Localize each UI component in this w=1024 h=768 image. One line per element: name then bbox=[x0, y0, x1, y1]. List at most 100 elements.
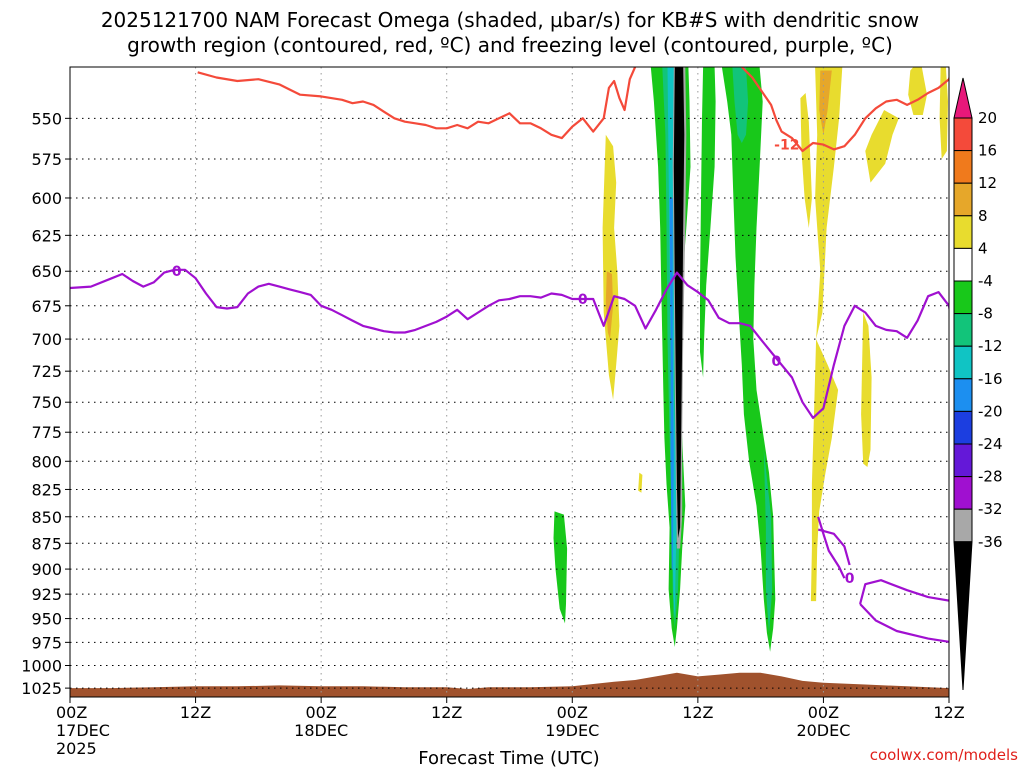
y-tick-label: 800 bbox=[31, 452, 62, 471]
x-tick-label: 2025 bbox=[56, 739, 97, 758]
contour-line-0-4 bbox=[859, 603, 949, 643]
omega-region-6 bbox=[865, 110, 899, 183]
y-axis: 550 575 600 625 650 675 700 725 750 775 800 825 850 8… bbox=[21, 109, 70, 698]
omega-shading bbox=[553, 67, 948, 652]
colorbar-bin bbox=[953, 476, 973, 510]
colorbar-label: 4 bbox=[978, 239, 988, 257]
colorbar-bin bbox=[953, 345, 973, 380]
y-tick-label: 675 bbox=[31, 297, 62, 316]
omega-region-18 bbox=[669, 198, 674, 570]
contour-line-1-0 bbox=[197, 67, 637, 140]
colorbar-label: -8 bbox=[978, 305, 993, 323]
colorbar-label: 16 bbox=[978, 142, 997, 160]
x-tick-label: 00Z bbox=[808, 703, 839, 722]
omega-region-10 bbox=[553, 511, 568, 624]
omega-region-20 bbox=[673, 67, 685, 539]
colorbar-bottom-arrow bbox=[953, 541, 973, 691]
colorbar-bin bbox=[953, 247, 973, 282]
colorbar-bin bbox=[953, 443, 973, 478]
contour-label-0-2: 0 bbox=[771, 354, 781, 370]
omega-region-13 bbox=[721, 67, 776, 652]
y-tick-label: 850 bbox=[31, 508, 62, 527]
colorbar-bin bbox=[953, 313, 973, 347]
colorbar-label: 8 bbox=[978, 207, 988, 225]
colorbar-bin bbox=[953, 150, 973, 184]
contour-line-1-1 bbox=[741, 67, 949, 153]
y-tick-label: 575 bbox=[31, 150, 62, 169]
y-tick-label: 1000 bbox=[21, 657, 62, 676]
credit-text[interactable]: coolwx.com/models bbox=[870, 746, 1018, 764]
y-tick-label: 650 bbox=[31, 262, 62, 281]
y-tick-label: 750 bbox=[31, 393, 62, 412]
y-tick-label: 725 bbox=[31, 362, 62, 381]
x-tick-label: 18DEC bbox=[294, 721, 348, 740]
x-tick-label: 00Z bbox=[56, 703, 87, 722]
y-tick-label: 550 bbox=[31, 109, 62, 128]
colorbar-label: -32 bbox=[978, 500, 1003, 518]
x-tick-label: 17DEC bbox=[56, 721, 110, 740]
colorbar-bin bbox=[953, 280, 973, 315]
x-tick-label: 12Z bbox=[682, 703, 713, 722]
contour-label-1-0: -12 bbox=[774, 138, 799, 154]
y-tick-label: 925 bbox=[31, 585, 62, 604]
omega-region-7 bbox=[908, 67, 927, 115]
contour-line-0-0 bbox=[70, 268, 949, 419]
x-tick-label: 00Z bbox=[557, 703, 588, 722]
y-tick-label: 975 bbox=[31, 633, 62, 652]
y-tick-label: 875 bbox=[31, 534, 62, 553]
x-tick-label: 12Z bbox=[933, 703, 964, 722]
y-tick-label: 775 bbox=[31, 423, 62, 442]
x-tick-label: 12Z bbox=[431, 703, 462, 722]
colorbar-label: -36 bbox=[978, 533, 1003, 551]
contour-label-0-3: 0 bbox=[845, 571, 855, 587]
x-tick-label: 19DEC bbox=[545, 721, 599, 740]
omega-region-5 bbox=[819, 70, 832, 135]
colorbar-bin bbox=[953, 215, 973, 249]
chart-title-line-1: 2025121700 NAM Forecast Omega (shaded, µ… bbox=[101, 8, 919, 32]
omega-region-3 bbox=[800, 93, 812, 228]
colorbar-bin bbox=[953, 182, 973, 217]
omega-region-9 bbox=[939, 67, 948, 159]
y-tick-label: 950 bbox=[31, 610, 62, 629]
omega-region-8 bbox=[861, 312, 872, 467]
terrain-layer bbox=[70, 672, 949, 697]
colorbar: 20 16 12 8 4 -4 -8 -12 -16 -20 -24 -28 -32 -36 bbox=[953, 77, 1003, 691]
colorbar-bin bbox=[953, 117, 973, 152]
omega-region-2 bbox=[638, 472, 643, 493]
contour-line-0-2 bbox=[817, 528, 851, 566]
y-tick-label: 700 bbox=[31, 330, 62, 349]
contour-layer: 0 0 0 0 -12 bbox=[70, 67, 949, 643]
terrain-fill bbox=[70, 672, 949, 697]
colorbar-bin bbox=[953, 378, 973, 412]
colorbar-bin bbox=[953, 508, 973, 543]
colorbar-top-arrow bbox=[953, 77, 973, 119]
colorbar-label: 12 bbox=[978, 174, 997, 192]
x-axis-label: Forecast Time (UTC) bbox=[418, 748, 599, 768]
colorbar-label: 20 bbox=[978, 109, 997, 127]
colorbar-label: -28 bbox=[978, 468, 1003, 486]
colorbar-label: -24 bbox=[978, 435, 1003, 453]
omega-region-4 bbox=[810, 67, 843, 602]
omega-region-12 bbox=[700, 67, 716, 378]
y-tick-label: 825 bbox=[31, 480, 62, 499]
colorbar-bin bbox=[953, 410, 973, 445]
contour-label-0-1: 0 bbox=[578, 292, 588, 308]
x-tick-label: 20DEC bbox=[796, 721, 850, 740]
x-tick-label: 00Z bbox=[305, 703, 336, 722]
contour-label-0-0: 0 bbox=[172, 264, 182, 280]
y-tick-label: 600 bbox=[31, 189, 62, 208]
omega-region-14 bbox=[732, 67, 749, 143]
x-tick-label: 12Z bbox=[180, 703, 211, 722]
omega-region-15 bbox=[763, 449, 773, 633]
y-tick-label: 1025 bbox=[21, 679, 62, 698]
plot-frame bbox=[69, 66, 950, 698]
colorbar-label: -20 bbox=[978, 402, 1003, 420]
chart-title-line-2: growth region (contoured, red, ºC) and f… bbox=[127, 33, 893, 57]
colorbar-label: -4 bbox=[978, 272, 993, 290]
contour-line-0-3 bbox=[859, 579, 949, 605]
omega-region-1 bbox=[605, 271, 614, 340]
colorbar-label: -16 bbox=[978, 370, 1003, 388]
y-tick-label: 900 bbox=[31, 560, 62, 579]
